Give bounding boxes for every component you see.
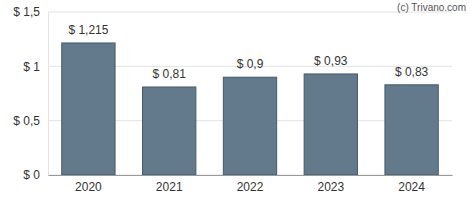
- x-tick: 2023: [317, 180, 344, 194]
- y-tick-label: $ 0: [23, 168, 40, 182]
- bar: [143, 87, 196, 175]
- x-tick: 2021: [156, 180, 183, 194]
- chart: $ 0 $ 0,5 $ 1 $ 1,5 2020 2021 2022 2023 2024 $ 1,…: [0, 0, 470, 200]
- x-tick-label: 2022: [237, 180, 264, 194]
- y-tick-label: $ 0,5: [13, 114, 40, 128]
- bar: [304, 74, 357, 175]
- x-tick: 2022: [237, 180, 264, 194]
- x-tick-label: 2021: [156, 180, 183, 194]
- bar: [223, 77, 276, 175]
- grid-line: [48, 12, 452, 13]
- x-tick-label: 2023: [317, 180, 344, 194]
- y-tick: $ 0: [23, 168, 48, 182]
- bar: [385, 85, 438, 175]
- x-tick: 2020: [75, 180, 102, 194]
- bars: [62, 43, 439, 175]
- x-tick: 2024: [398, 180, 425, 194]
- y-tick-label: $ 1,5: [13, 5, 40, 19]
- x-axis-line: [49, 175, 453, 176]
- y-tick: $ 1,5: [13, 5, 48, 19]
- bar: [62, 43, 115, 175]
- annotation: (c) Trivano.com: [397, 2, 466, 13]
- x-axis: 2020 2021 2022 2023 2024: [49, 176, 453, 194]
- y-tick: $ 1: [23, 60, 48, 74]
- data-label: $ 0,9: [237, 57, 264, 71]
- data-label: $ 0,83: [395, 65, 429, 79]
- plot: $ 0 $ 0,5 $ 1 $ 1,5 2020 2021 2022 2023 2024 $ 1,…: [13, 5, 452, 193]
- y-axis-line: [48, 13, 49, 176]
- x-tick-label: 2020: [75, 180, 102, 194]
- x-tick-label: 2024: [398, 180, 425, 194]
- data-label: $ 1,215: [68, 23, 108, 37]
- data-labels: $ 1,215 $ 0,81 $ 0,9 $ 0,93 $ 0,83: [68, 23, 428, 81]
- grid: [48, 12, 452, 175]
- y-tick: $ 0,5: [13, 114, 48, 128]
- data-label: $ 0,81: [153, 67, 187, 81]
- y-tick-label: $ 1: [23, 60, 40, 74]
- data-label: $ 0,93: [314, 54, 348, 68]
- y-axis: $ 0 $ 0,5 $ 1 $ 1,5: [13, 5, 48, 182]
